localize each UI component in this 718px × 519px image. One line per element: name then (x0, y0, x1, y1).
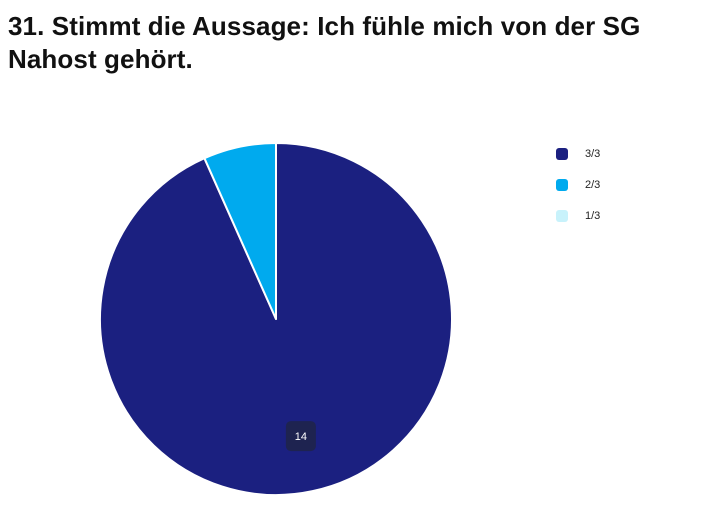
legend-item-2-3: 2/3 (556, 169, 600, 200)
data-label-box (285, 421, 316, 452)
chart-legend: 3/3 2/3 1/3 (556, 138, 600, 231)
legend-swatch (556, 209, 568, 222)
legend-swatch (556, 178, 568, 191)
data-label-text: 14 (295, 431, 307, 443)
legend-label: 2/3 (585, 178, 601, 191)
legend-item-1-3: 1/3 (556, 200, 600, 231)
pie-slice-2-3 (203, 142, 277, 320)
legend-item-3-3: 3/3 (556, 138, 600, 169)
legend-swatch (556, 147, 568, 160)
legend-label: 3/3 (585, 147, 601, 160)
data-label-3-3: 14 (285, 421, 316, 452)
legend-label: 1/3 (585, 209, 601, 222)
question-title: 31. Stimmt die Aussage: Ich fühle mich v… (8, 11, 641, 74)
